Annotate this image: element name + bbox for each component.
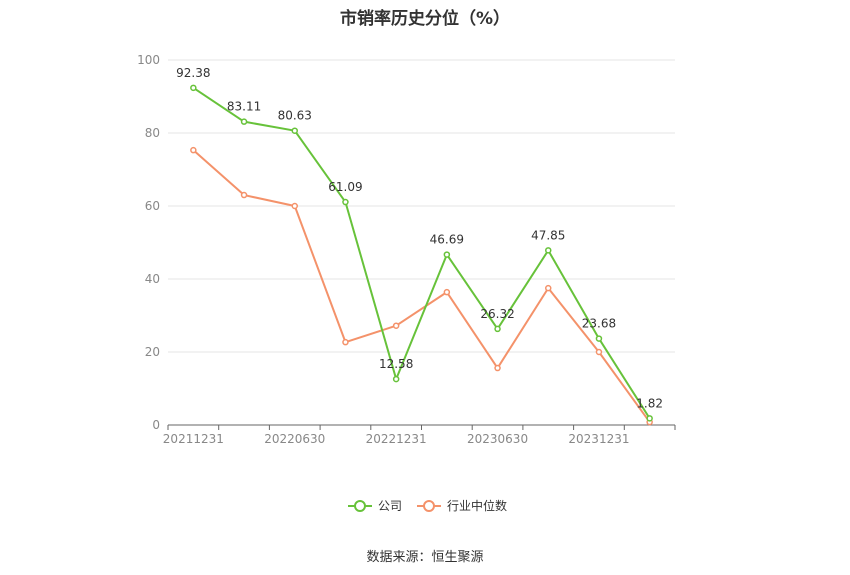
x-tick-label: 20231231	[568, 432, 629, 446]
legend-item-industry-median-label: 行业中位数	[447, 498, 507, 513]
data-point	[190, 84, 197, 92]
data-point	[443, 251, 451, 258]
data-point	[291, 127, 298, 134]
data-point	[595, 335, 603, 342]
data-label: 12.58	[379, 357, 413, 371]
data-point	[190, 146, 197, 154]
data-label: 46.69	[430, 233, 464, 247]
data-label: 83.11	[227, 100, 261, 114]
data-label: 23.68	[582, 317, 616, 331]
x-tick-label: 20230630	[467, 432, 528, 446]
data-point	[595, 348, 603, 356]
data-label: 61.09	[328, 180, 362, 194]
data-point	[392, 322, 400, 329]
data-point	[545, 247, 552, 254]
y-tick-label: 100	[137, 53, 160, 67]
legend-item-company-marker	[354, 500, 366, 512]
data-point	[443, 288, 451, 296]
data-point	[494, 364, 501, 372]
y-tick-label: 80	[145, 126, 160, 140]
data-label: 47.85	[531, 228, 565, 242]
data-label: 92.38	[176, 66, 210, 80]
data-point	[545, 284, 552, 292]
data-label: 26.32	[480, 307, 514, 321]
data-label: 80.63	[278, 109, 312, 123]
y-tick-label: 60	[145, 199, 160, 213]
data-point	[646, 415, 653, 422]
y-tick-label: 20	[145, 345, 160, 359]
data-point	[392, 375, 400, 383]
y-tick-label: 0	[152, 418, 160, 432]
data-point	[342, 198, 349, 206]
chart-title: 市销率历史分位（%）	[339, 9, 511, 29]
data-label: 1.82	[636, 396, 663, 410]
data-point	[240, 191, 248, 199]
data-point	[342, 338, 349, 346]
data-point	[240, 118, 248, 125]
series-line-industry-median	[192, 149, 651, 423]
x-tick-label: 20221231	[366, 432, 427, 446]
data-point	[291, 202, 298, 210]
series-line-company	[192, 86, 651, 419]
legend-item-company-label: 公司	[378, 499, 402, 513]
x-tick-label: 20211231	[163, 432, 224, 446]
y-tick-label: 40	[145, 272, 160, 286]
legend-item-industry-median-marker	[423, 500, 435, 512]
x-tick-label: 20220630	[264, 432, 325, 446]
data-point	[494, 325, 501, 333]
data-source: 数据来源：恒生聚源	[366, 550, 484, 565]
